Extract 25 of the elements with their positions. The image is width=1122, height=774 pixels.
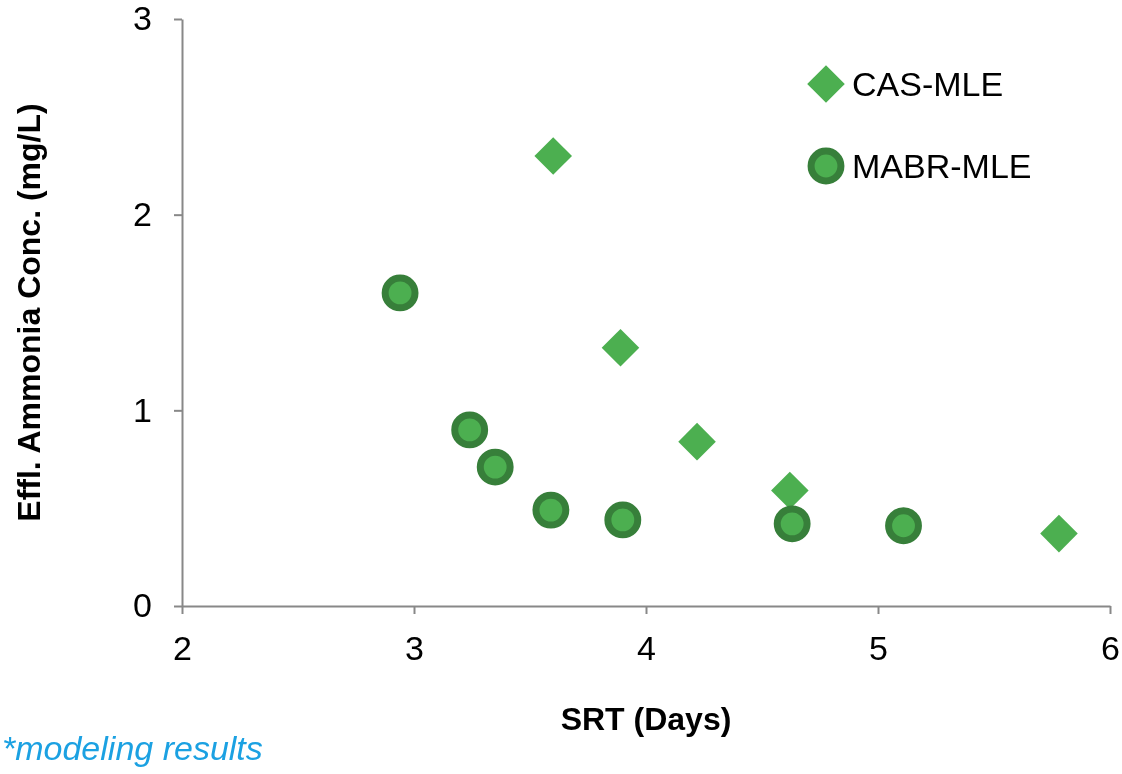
y-tick-label: 3 (133, 0, 152, 38)
legend-label: MABR-MLE (852, 147, 1032, 185)
x-tick-label: 4 (637, 629, 656, 668)
y-axis-title: Effl. Ammonia Conc. (mg/L) (11, 103, 47, 522)
point (678, 422, 716, 461)
point (773, 505, 811, 543)
point (476, 448, 514, 486)
text: *modeling results (2, 729, 263, 767)
point (601, 328, 640, 367)
point (534, 137, 572, 175)
point (885, 507, 922, 545)
y-tick-label: 1 (133, 390, 152, 429)
legend-label: CAS-MLE (852, 65, 1004, 103)
x-tick-label: 5 (869, 629, 888, 668)
point (1040, 514, 1078, 553)
point (532, 491, 570, 529)
x-tick-label: 3 (405, 629, 424, 668)
y-tick-label: 2 (133, 195, 152, 234)
x-axis-title: SRT (Days) (560, 701, 732, 737)
point (604, 501, 642, 539)
x-tick-label: 6 (1101, 629, 1120, 668)
y-tick-label: 0 (133, 586, 152, 625)
point (381, 274, 419, 312)
point (451, 411, 489, 449)
x-tick-label: 2 (173, 629, 192, 668)
